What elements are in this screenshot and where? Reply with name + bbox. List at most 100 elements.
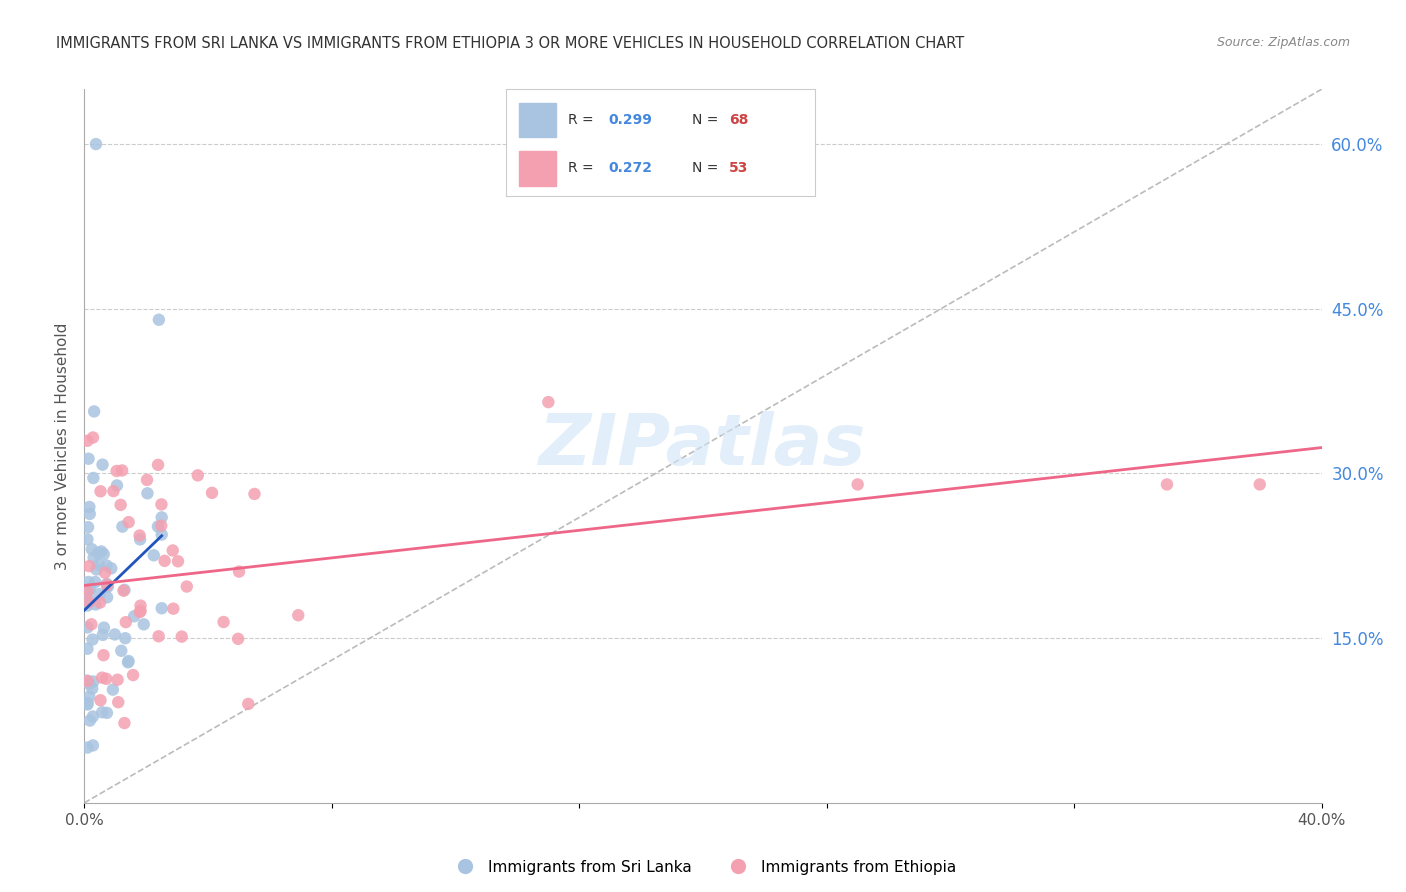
Immigrants from Ethiopia: [110, 498, 132, 512]
Text: IMMIGRANTS FROM SRI LANKA VS IMMIGRANTS FROM ETHIOPIA 3 OR MORE VEHICLES IN HOUS: IMMIGRANTS FROM SRI LANKA VS IMMIGRANTS …: [56, 36, 965, 51]
Immigrants from Sri Lanka: [142, 548, 165, 562]
Immigrants from Sri Lanka: [87, 558, 110, 572]
Immigrants from Sri Lanka: [100, 561, 122, 575]
Immigrants from Sri Lanka: [82, 681, 104, 696]
Immigrants from Sri Lanka: [82, 471, 104, 485]
Immigrants from Sri Lanka: [101, 682, 124, 697]
Immigrants from Sri Lanka: [79, 714, 101, 728]
Immigrants from Ethiopia: [162, 601, 184, 615]
Immigrants from Ethiopia: [96, 578, 118, 592]
Immigrants from Sri Lanka: [84, 574, 107, 589]
Immigrants from Sri Lanka: [76, 620, 98, 634]
Immigrants from Sri Lanka: [150, 601, 173, 615]
Immigrants from Ethiopia: [76, 674, 98, 689]
Immigrants from Sri Lanka: [82, 632, 104, 647]
Immigrants from Sri Lanka: [83, 550, 105, 565]
Text: ZIPatlas: ZIPatlas: [540, 411, 866, 481]
Immigrants from Sri Lanka: [76, 533, 98, 547]
Immigrants from Ethiopia: [112, 583, 135, 598]
Text: 0.272: 0.272: [609, 161, 652, 176]
Text: 0.299: 0.299: [609, 113, 652, 128]
Immigrants from Ethiopia: [107, 695, 129, 709]
Text: 53: 53: [728, 161, 748, 176]
Immigrants from Ethiopia: [122, 668, 145, 682]
Immigrants from Sri Lanka: [76, 585, 98, 599]
Immigrants from Ethiopia: [228, 565, 250, 579]
Text: N =: N =: [692, 113, 723, 128]
Immigrants from Sri Lanka: [77, 593, 100, 607]
Immigrants from Ethiopia: [150, 497, 173, 511]
Immigrants from Ethiopia: [129, 604, 152, 618]
Immigrants from Sri Lanka: [89, 587, 111, 601]
Immigrants from Ethiopia: [89, 693, 111, 707]
Immigrants from Sri Lanka: [96, 706, 118, 720]
Immigrants from Ethiopia: [243, 487, 266, 501]
Immigrants from Sri Lanka: [76, 673, 98, 688]
Immigrants from Ethiopia: [94, 566, 117, 580]
Immigrants from Sri Lanka: [150, 510, 173, 524]
Immigrants from Ethiopia: [226, 632, 249, 646]
Immigrants from Ethiopia: [162, 543, 184, 558]
Immigrants from Sri Lanka: [82, 709, 104, 723]
Text: N =: N =: [692, 161, 723, 176]
Immigrants from Ethiopia: [153, 554, 176, 568]
Immigrants from Ethiopia: [537, 395, 560, 409]
Immigrants from Ethiopia: [212, 615, 235, 629]
Immigrants from Ethiopia: [105, 464, 128, 478]
Immigrants from Sri Lanka: [83, 404, 105, 418]
Immigrants from Sri Lanka: [87, 546, 110, 560]
Immigrants from Sri Lanka: [150, 527, 173, 541]
Immigrants from Ethiopia: [91, 671, 114, 685]
Immigrants from Ethiopia: [76, 434, 98, 448]
Immigrants from Ethiopia: [846, 477, 869, 491]
Immigrants from Sri Lanka: [76, 696, 98, 710]
Immigrants from Ethiopia: [1156, 477, 1178, 491]
Immigrants from Sri Lanka: [114, 632, 136, 646]
Immigrants from Sri Lanka: [82, 674, 104, 689]
Immigrants from Sri Lanka: [117, 656, 139, 670]
Immigrants from Ethiopia: [114, 615, 136, 629]
Text: Source: ZipAtlas.com: Source: ZipAtlas.com: [1216, 36, 1350, 49]
Immigrants from Ethiopia: [287, 608, 309, 623]
Immigrants from Sri Lanka: [77, 584, 100, 599]
Immigrants from Sri Lanka: [86, 562, 108, 576]
Immigrants from Ethiopia: [1249, 477, 1271, 491]
Immigrants from Sri Lanka: [91, 458, 114, 472]
Immigrants from Sri Lanka: [96, 558, 118, 573]
Y-axis label: 3 or more Vehicles in Household: 3 or more Vehicles in Household: [55, 322, 70, 570]
Immigrants from Sri Lanka: [114, 582, 136, 597]
Immigrants from Ethiopia: [238, 697, 260, 711]
Immigrants from Ethiopia: [107, 673, 129, 687]
Immigrants from Ethiopia: [90, 484, 112, 499]
Immigrants from Sri Lanka: [76, 698, 98, 712]
Immigrants from Ethiopia: [128, 528, 150, 542]
Immigrants from Ethiopia: [103, 484, 125, 499]
Immigrants from Sri Lanka: [111, 519, 134, 533]
Immigrants from Ethiopia: [176, 580, 198, 594]
Text: R =: R =: [568, 113, 598, 128]
Immigrants from Ethiopia: [167, 554, 190, 568]
Immigrants from Ethiopia: [89, 596, 111, 610]
Immigrants from Sri Lanka: [110, 644, 132, 658]
Bar: [519, 152, 555, 186]
Immigrants from Sri Lanka: [80, 542, 103, 557]
Immigrants from Sri Lanka: [79, 582, 101, 596]
Immigrants from Sri Lanka: [122, 609, 145, 624]
Immigrants from Sri Lanka: [79, 507, 101, 521]
Immigrants from Ethiopia: [82, 430, 104, 444]
Immigrants from Sri Lanka: [84, 598, 107, 612]
Immigrants from Ethiopia: [93, 648, 115, 663]
Immigrants from Sri Lanka: [79, 690, 101, 704]
Immigrants from Sri Lanka: [91, 628, 114, 642]
Immigrants from Ethiopia: [201, 486, 224, 500]
Immigrants from Ethiopia: [111, 463, 134, 477]
Immigrants from Ethiopia: [112, 716, 135, 731]
Immigrants from Ethiopia: [170, 630, 193, 644]
Immigrants from Sri Lanka: [129, 533, 152, 547]
Immigrants from Sri Lanka: [105, 478, 128, 492]
Immigrants from Ethiopia: [148, 629, 170, 643]
Immigrants from Ethiopia: [80, 617, 103, 632]
Immigrants from Ethiopia: [77, 595, 100, 609]
Immigrants from Sri Lanka: [117, 654, 139, 668]
Immigrants from Sri Lanka: [84, 137, 107, 152]
